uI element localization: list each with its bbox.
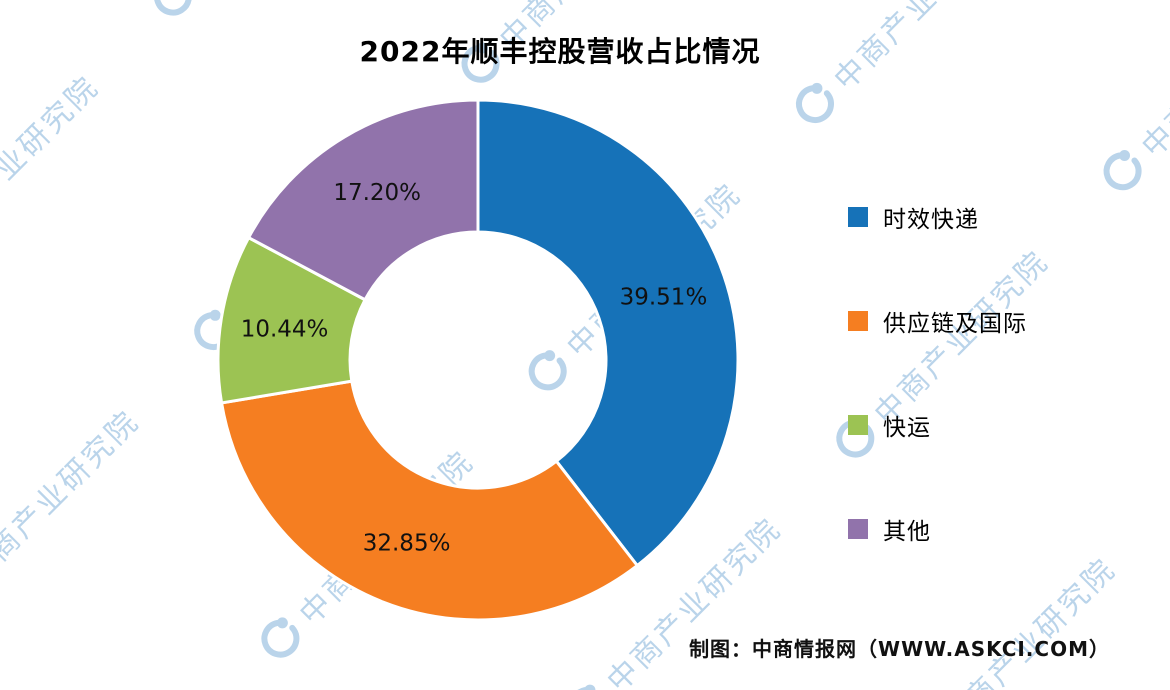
legend-swatch	[848, 519, 868, 539]
legend-item: 时效快递	[848, 200, 1027, 234]
legend-label: 供应链及国际	[883, 311, 1027, 337]
legend-label: 时效快递	[883, 207, 979, 233]
chart-title: 2022年顺丰控股营收占比情况	[359, 35, 761, 68]
legend-item: 其他	[848, 512, 1027, 546]
slice-value-label: 10.44%	[241, 316, 329, 342]
legend-item: 快运	[848, 408, 1027, 442]
slice-value-label: 32.85%	[363, 531, 451, 557]
donut-slice-1	[220, 379, 639, 622]
legend-label: 其他	[883, 519, 931, 545]
legend-swatch	[848, 207, 868, 227]
slice-value-label: 17.20%	[333, 180, 421, 206]
legend: 时效快递供应链及国际 快运其他	[848, 200, 1027, 546]
legend-swatch	[848, 311, 868, 331]
donut-slice-3	[247, 98, 480, 302]
legend-swatch	[848, 415, 868, 435]
donut-slice-0	[476, 98, 740, 568]
credit-text: 制图：中商情报网（WWW.ASKCI.COM）	[689, 637, 1110, 661]
legend-label: 快运	[883, 415, 931, 441]
legend-item: 供应链及国际	[848, 304, 1027, 338]
slice-value-label: 39.51%	[620, 285, 708, 311]
